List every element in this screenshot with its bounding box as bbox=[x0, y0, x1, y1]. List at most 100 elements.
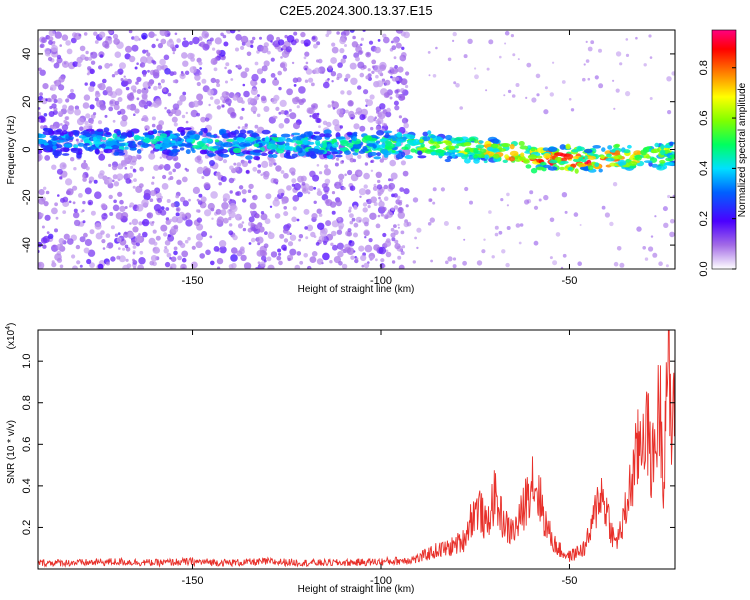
spectrogram-noise-blob bbox=[392, 37, 400, 44]
spectrogram-noise-blob bbox=[148, 31, 155, 38]
spectrogram-noise-blob bbox=[390, 207, 395, 211]
spectrogram-noise-blob bbox=[222, 159, 228, 164]
spectrogram-noise-blob bbox=[113, 199, 117, 204]
spectrogram-noise-blob bbox=[604, 212, 611, 218]
spectrogram-ridge-blob bbox=[542, 164, 551, 168]
spectrogram-ridge-blob bbox=[198, 130, 203, 136]
spectrogram-noise-blob bbox=[483, 238, 486, 241]
spectrogram-noise-blob bbox=[274, 116, 278, 119]
spectrogram-noise-blob bbox=[349, 62, 357, 70]
colorbar-label: Normalized spectral amplitude bbox=[737, 82, 748, 217]
spectrogram-noise-blob bbox=[506, 226, 511, 230]
spectrogram-noise-blob bbox=[230, 78, 234, 81]
spectrogram-noise-blob bbox=[225, 98, 232, 105]
spectrogram-ridge-blob bbox=[226, 138, 235, 142]
spectrogram-ridge-blob bbox=[564, 165, 569, 169]
spectrogram-noise-blob bbox=[66, 48, 73, 55]
spectrogram-noise-blob bbox=[82, 174, 86, 179]
spectrogram-noise-blob bbox=[107, 30, 114, 34]
spectrogram-noise-blob bbox=[41, 225, 45, 229]
spectrogram-ridge-blob bbox=[395, 153, 404, 160]
spectrogram-ridge-blob bbox=[105, 132, 112, 135]
spectrogram-ridge-blob bbox=[38, 133, 43, 138]
spectrogram-noise-blob bbox=[133, 113, 136, 116]
spectrogram-noise-blob bbox=[171, 116, 178, 123]
spectrogram-noise-blob bbox=[250, 44, 254, 49]
spectrogram-noise-blob bbox=[112, 119, 116, 123]
spectrogram-noise-blob bbox=[230, 112, 237, 119]
spectrogram-noise-blob bbox=[117, 97, 123, 102]
spectrogram-noise-blob bbox=[250, 88, 258, 96]
spectrogram-noise-blob bbox=[507, 89, 512, 94]
spectrogram-noise-blob bbox=[382, 264, 386, 268]
spectrogram-ridge-blob bbox=[161, 143, 171, 149]
spectrogram-noise-blob bbox=[391, 260, 396, 264]
spectrogram-noise-blob bbox=[83, 232, 88, 238]
spectrogram-noise-blob bbox=[429, 217, 435, 223]
spectrogram-noise-blob bbox=[72, 265, 78, 269]
spectrogram-noise-blob bbox=[491, 255, 495, 259]
spectrogram-ridge-blob bbox=[252, 152, 262, 156]
spectrogram-noise-blob bbox=[452, 31, 457, 37]
spectrogram-noise-blob bbox=[123, 80, 129, 86]
spectrogram-noise-blob bbox=[133, 178, 137, 183]
spectrogram-ridge-blob bbox=[543, 153, 551, 159]
spectrogram-ridge-blob bbox=[261, 129, 271, 135]
spectrogram-ridge-blob bbox=[395, 141, 402, 147]
spectrogram-noise-blob bbox=[667, 110, 672, 115]
spectrogram-noise-blob bbox=[117, 232, 121, 236]
spectrogram-noise-blob bbox=[93, 31, 98, 36]
spectrogram-noise-blob bbox=[398, 115, 402, 119]
spectrogram-noise-blob bbox=[452, 39, 455, 43]
spectrogram-ridge-blob bbox=[474, 139, 479, 144]
spectrogram-noise-blob bbox=[247, 159, 252, 164]
spectrogram-noise-blob bbox=[401, 79, 407, 85]
spectrogram-noise-blob bbox=[241, 160, 249, 168]
spectrogram-ridge-blob bbox=[654, 142, 660, 148]
spectrogram-noise-blob bbox=[268, 231, 272, 235]
spectrogram-noise-blob bbox=[141, 69, 147, 76]
spectrogram-noise-blob bbox=[225, 80, 228, 84]
spectrogram-noise-blob bbox=[286, 231, 291, 236]
spectrogram-noise-blob bbox=[44, 214, 51, 221]
spectrogram-noise-blob bbox=[85, 50, 89, 55]
spectrogram-noise-blob bbox=[355, 56, 360, 62]
spectrogram-noise-blob bbox=[221, 104, 225, 108]
spectrogram-noise-blob bbox=[364, 221, 369, 227]
spectrogram-noise-blob bbox=[82, 177, 87, 182]
spectrogram-ridge-blob bbox=[437, 141, 444, 145]
spectrogram-ridge-blob bbox=[200, 127, 208, 132]
spectrogram-noise-blob bbox=[50, 84, 57, 91]
spectrogram-noise-blob bbox=[151, 221, 155, 224]
spectrogram-noise-blob bbox=[364, 236, 367, 239]
spectrogram-noise-blob bbox=[388, 182, 396, 190]
spectrogram-ridge-blob bbox=[295, 145, 301, 152]
spectrogram-noise-blob bbox=[428, 74, 431, 77]
spectrogram-noise-blob bbox=[117, 68, 124, 75]
spectrogram-ridge-blob bbox=[429, 145, 437, 150]
spectrogram-noise-blob bbox=[152, 176, 155, 180]
spectrogram-noise-blob bbox=[201, 205, 204, 209]
spectrogram-noise-blob bbox=[363, 184, 368, 189]
spectrogram-ridge-blob bbox=[404, 155, 414, 159]
spectrogram-ridge-blob bbox=[322, 142, 328, 149]
spectrogram-x-tick-label: -50 bbox=[562, 275, 578, 287]
spectrogram-noise-blob bbox=[260, 78, 266, 84]
spectrogram-noise-blob bbox=[365, 75, 370, 80]
spectrogram-noise-blob bbox=[39, 92, 43, 96]
spectrogram-noise-blob bbox=[106, 261, 110, 266]
spectrogram-noise-blob bbox=[371, 70, 375, 75]
spectrogram-noise-blob bbox=[308, 77, 314, 83]
spectrogram-noise-blob bbox=[370, 160, 373, 163]
spectrogram-ridge-blob bbox=[307, 141, 315, 145]
spectrogram-ridge-blob bbox=[665, 162, 675, 166]
spectrogram-noise-blob bbox=[533, 205, 539, 210]
spectrogram-ridge-blob bbox=[201, 137, 210, 144]
spectrogram-noise-blob bbox=[297, 191, 303, 198]
spectrogram-noise-blob bbox=[324, 178, 331, 185]
spectrogram-noise-blob bbox=[191, 261, 198, 269]
spectrogram-ridge-blob bbox=[427, 130, 432, 135]
spectrogram-noise-blob bbox=[304, 226, 308, 230]
snr-x-tick-label: -150 bbox=[182, 575, 204, 587]
spectrogram-noise-blob bbox=[185, 168, 189, 172]
